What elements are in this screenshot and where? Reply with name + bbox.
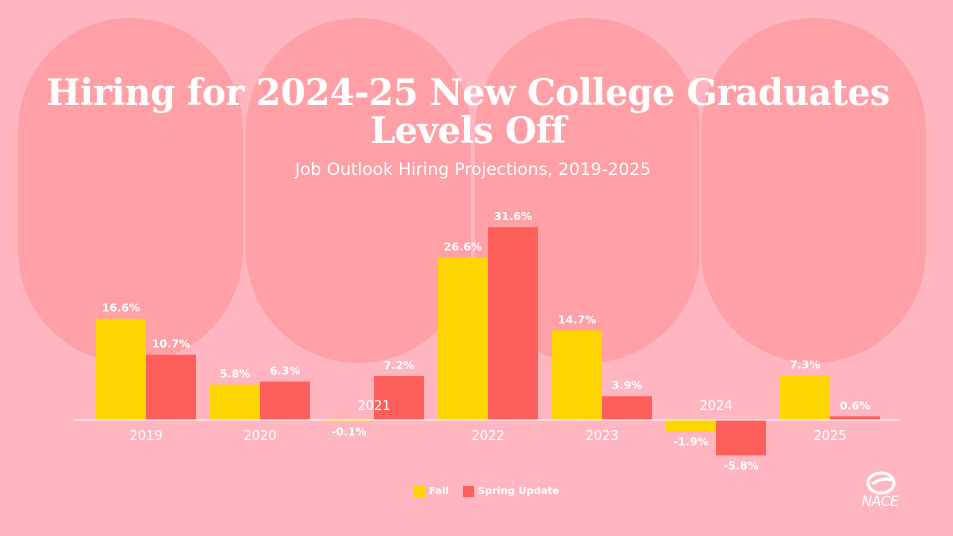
background-blob (18, 18, 243, 363)
chart-title-line-2: Levels Off (370, 110, 566, 152)
nace-logo-icon (866, 471, 896, 495)
bar-spring-update-2021 (374, 376, 424, 420)
data-label-fall-2022: 26.6% (444, 241, 482, 254)
bar-spring-update-2022 (488, 227, 538, 420)
legend-item-fall: Fall (414, 486, 449, 497)
legend-label-fall: Fall (429, 486, 449, 497)
bar-spring-update-2020 (260, 381, 310, 420)
data-label-spring-update-2024: -5.8% (723, 459, 758, 472)
bar-fall-2022 (438, 257, 488, 420)
data-label-spring-update-2023: 3.9% (612, 379, 643, 392)
data-label-spring-update-2021: 7.2% (384, 359, 415, 372)
legend-label-spring-update: Spring Update (477, 486, 560, 497)
x-tick-label-2019: 2019 (129, 429, 162, 444)
chart-title: Hiring for 2024-25 New College Graduates… (0, 74, 936, 150)
x-tick-label-2023: 2023 (585, 429, 618, 444)
nace-logo: NACE (852, 470, 912, 514)
bar-fall-2024 (666, 420, 716, 432)
bar-fall-2023 (552, 330, 602, 420)
bar-spring-update-2025 (830, 416, 880, 420)
background-blob (246, 18, 471, 363)
bar-fall-2025 (780, 375, 830, 420)
data-label-fall-2020: 5.8% (220, 368, 251, 381)
legend: Fall Spring Update (414, 486, 573, 497)
nace-logo-text: NACE (861, 494, 899, 510)
background-blob (701, 18, 926, 363)
x-tick-label-2022: 2022 (471, 429, 504, 444)
x-tick-label-2025: 2025 (813, 429, 846, 444)
data-label-spring-update-2020: 6.3% (270, 365, 301, 378)
bar-fall-2019 (96, 318, 146, 420)
bar-fall-2020 (210, 384, 260, 420)
data-label-fall-2023: 14.7% (558, 313, 596, 326)
x-tick-label-2024: 2024 (699, 399, 732, 414)
bar-fall-2021 (324, 420, 374, 422)
chart-title-line-1: Hiring for 2024-25 New College Graduates (46, 72, 890, 114)
data-label-spring-update-2019: 10.7% (152, 338, 190, 351)
chart-subtitle: Job Outlook Hiring Projections, 2019-202… (295, 160, 651, 180)
bar-spring-update-2019 (146, 354, 196, 420)
data-label-fall-2024: -1.9% (673, 436, 708, 449)
data-label-fall-2025: 7.3% (790, 358, 821, 371)
bar-spring-update-2023 (602, 396, 652, 420)
data-label-fall-2021: -0.1% (331, 426, 366, 439)
legend-swatch-fall (414, 486, 425, 497)
legend-item-spring-update: Spring Update (462, 486, 560, 497)
x-tick-label-2020: 2020 (243, 429, 276, 444)
legend-swatch-spring-update (462, 486, 474, 497)
data-label-spring-update-2022: 31.6% (494, 210, 532, 223)
data-label-spring-update-2025: 0.6% (840, 399, 871, 412)
x-tick-label-2021: 2021 (357, 399, 390, 414)
bar-spring-update-2024 (716, 420, 766, 456)
data-label-fall-2019: 16.6% (102, 302, 140, 315)
